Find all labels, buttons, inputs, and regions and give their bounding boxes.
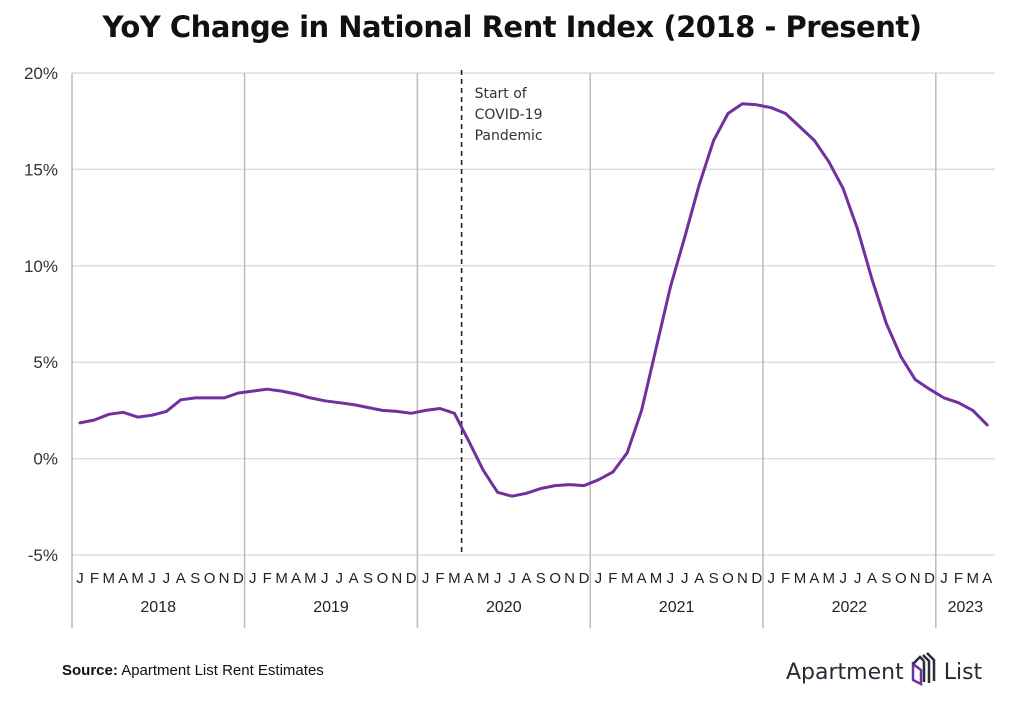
month-tick-label: A [637, 570, 647, 587]
month-tick-label: J [148, 570, 156, 587]
month-tick-label: A [291, 570, 301, 587]
apartment-list-logo-icon [910, 652, 938, 692]
month-tick-label: F [90, 570, 99, 587]
month-tick-label: M [650, 570, 663, 587]
month-tick-label: J [681, 570, 689, 587]
covid-annotation: Start of COVID-19 Pandemic [460, 70, 543, 555]
month-tick-label: N [737, 570, 748, 587]
month-tick-label: F [263, 570, 272, 587]
month-tick-label: D [751, 570, 762, 587]
month-tick-label: M [621, 570, 634, 587]
month-tick-label: M [823, 570, 836, 587]
month-tick-label: J [321, 570, 329, 587]
month-tick-label: M [275, 570, 288, 587]
month-tick-label: J [767, 570, 775, 587]
month-tick-label: S [881, 570, 891, 587]
month-tick-label: F [435, 570, 444, 587]
month-tick-label: A [176, 570, 186, 587]
year-label: 2021 [659, 599, 695, 616]
month-tick-label: J [76, 570, 84, 587]
month-tick-label: N [910, 570, 921, 587]
month-tick-label: J [839, 570, 847, 587]
month-tick-label: N [219, 570, 230, 587]
year-label: 2023 [948, 599, 984, 616]
month-tick-label: D [924, 570, 935, 587]
source-text: Apartment List Rent Estimates [121, 662, 324, 679]
annotation-text: COVID-19 [475, 107, 543, 123]
y-tick-label: 10% [24, 257, 58, 276]
month-tick-label: O [204, 570, 216, 587]
month-tick-label: D [233, 570, 244, 587]
month-tick-label: F [954, 570, 963, 587]
chart-title: YoY Change in National Rent Index (2018 … [102, 10, 922, 44]
month-tick-label: M [131, 570, 144, 587]
y-tick-label: 5% [33, 353, 58, 372]
month-tick-label: M [448, 570, 461, 587]
annotation-text: Pandemic [475, 128, 543, 144]
y-tick-label: 0% [33, 450, 58, 469]
month-tick-label: A [809, 570, 819, 587]
month-tick-label: A [349, 570, 359, 587]
month-tick-label: A [694, 570, 704, 587]
month-tick-label: M [794, 570, 807, 587]
y-tick-label: 20% [24, 64, 58, 83]
month-tick-label: A [521, 570, 531, 587]
brand-name-left: Apartment [786, 659, 904, 685]
month-tick-label: O [722, 570, 734, 587]
source-note: Source: Apartment List Rent Estimates [62, 662, 324, 679]
month-tick-label: M [477, 570, 490, 587]
month-tick-label: N [564, 570, 575, 587]
brand-name-right: List [943, 659, 983, 685]
month-tick-label: A [118, 570, 128, 587]
year-label: 2020 [486, 599, 522, 616]
year-label: 2022 [832, 599, 868, 616]
month-tick-label: F [781, 570, 790, 587]
gridlines [72, 72, 995, 556]
month-tick-label: J [854, 570, 862, 587]
y-axis-ticks: 20% 15% 10% 5% 0% -5% [24, 64, 58, 565]
y-tick-label: -5% [28, 546, 58, 565]
year-label: 2018 [140, 599, 176, 616]
month-tick-label: M [304, 570, 317, 587]
month-tick-label: O [549, 570, 561, 587]
month-tick-label: J [163, 570, 171, 587]
month-tick-label: A [464, 570, 474, 587]
month-tick-label: J [422, 570, 430, 587]
month-tick-label: S [363, 570, 373, 587]
month-tick-label: D [579, 570, 590, 587]
year-label: 2019 [313, 599, 349, 616]
month-tick-label: F [608, 570, 617, 587]
month-tick-label: M [103, 570, 116, 587]
month-tick-label: A [982, 570, 992, 587]
month-tick-label: S [536, 570, 546, 587]
month-tick-label: J [508, 570, 516, 587]
month-tick-label: O [377, 570, 389, 587]
month-tick-label: S [709, 570, 719, 587]
month-tick-label: A [867, 570, 877, 587]
month-tick-label: D [406, 570, 417, 587]
month-tick-label: J [335, 570, 343, 587]
month-tick-label: J [940, 570, 948, 587]
series-line [78, 102, 989, 498]
y-tick-label: 15% [24, 160, 58, 179]
month-tick-label: N [391, 570, 402, 587]
month-tick-label: J [595, 570, 603, 587]
month-tick-label: M [967, 570, 980, 587]
month-tick-label: J [249, 570, 257, 587]
month-tick-label: J [494, 570, 502, 587]
annotation-text: Start of [475, 86, 528, 102]
brand-logo: Apartment List [786, 652, 982, 692]
series-layer [78, 102, 989, 498]
month-tick-label: O [895, 570, 907, 587]
year-dividers [71, 73, 937, 628]
month-tick-label: S [190, 570, 200, 587]
source-label: Source: [62, 662, 118, 679]
month-tick-label: J [667, 570, 675, 587]
